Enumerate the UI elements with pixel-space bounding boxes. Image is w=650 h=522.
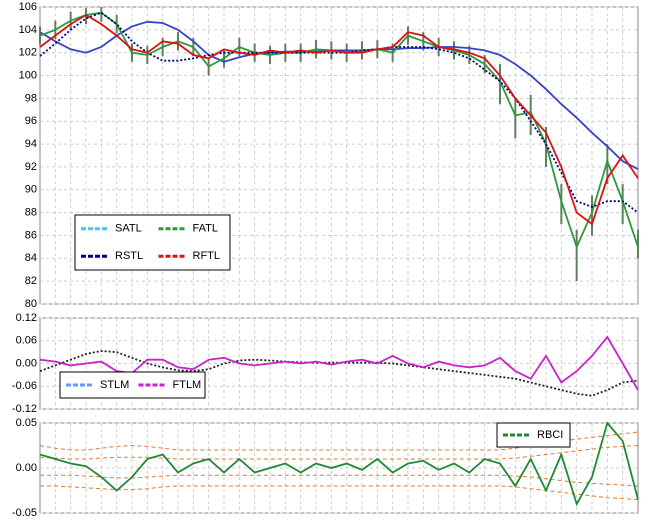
y-tick-label: 0.00 (16, 462, 37, 474)
legend-label: STLM (100, 379, 129, 391)
legend-label: FTLM (173, 379, 202, 391)
y-tick-label: -0.06 (12, 380, 37, 392)
legend-box (496, 422, 571, 448)
legend-label: FATL (193, 223, 218, 235)
y-tick-label: 92 (25, 161, 37, 173)
y-tick-label: 90 (25, 184, 37, 196)
series-line (39, 20, 639, 170)
y-tick-label: 104 (19, 24, 37, 36)
y-tick-label: 88 (25, 207, 37, 219)
y-tick-label: 102 (19, 47, 37, 59)
series-line (39, 350, 639, 397)
y-tick-label: 80 (25, 298, 37, 310)
y-tick-label: -0.12 (12, 403, 37, 415)
series-line (39, 421, 639, 507)
legend-label: RBCI (537, 429, 563, 441)
series-line (40, 485, 639, 500)
y-tick-label: 0.05 (16, 417, 37, 429)
y-tick-label: 0.06 (16, 335, 37, 347)
y-tick-label: -0.05 (12, 507, 37, 519)
series-line (39, 335, 639, 391)
y-tick-label: 94 (25, 138, 37, 150)
y-tick-label: 98 (25, 92, 37, 104)
legend-label: RSTL (115, 250, 143, 262)
y-tick-label: 0.00 (16, 357, 37, 369)
y-tick-label: 0.12 (16, 312, 37, 324)
legend-label: SATL (115, 223, 142, 235)
y-tick-label: 100 (19, 69, 37, 81)
series-line (40, 474, 639, 487)
legend-box (74, 214, 231, 271)
y-tick-label: 86 (25, 229, 37, 241)
y-tick-label: 106 (19, 1, 37, 13)
y-tick-label: 82 (25, 275, 37, 287)
series-line (39, 445, 639, 460)
y-tick-label: 84 (25, 252, 37, 264)
y-tick-label: 96 (25, 115, 37, 127)
legend-label: RFTL (193, 250, 221, 262)
series-line (39, 13, 639, 226)
